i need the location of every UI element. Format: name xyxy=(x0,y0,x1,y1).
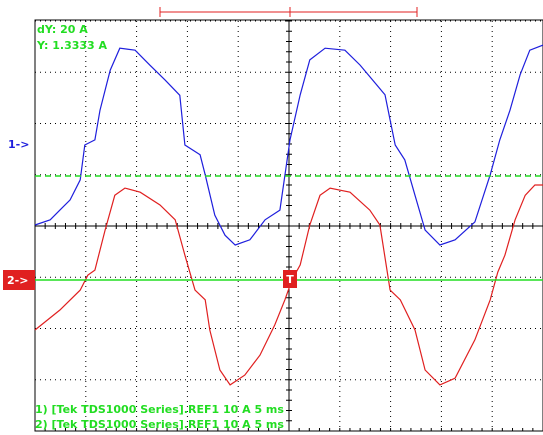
cursor-readout: Y: 1.3333 A xyxy=(36,39,108,52)
graticule xyxy=(34,19,543,432)
footer-line: 2) [Tek TDS1000 Series].REF1 10 A 5 ms xyxy=(35,418,284,431)
trigger-marker-box xyxy=(283,270,297,288)
channel-marker: 1-> xyxy=(8,138,29,151)
cursor-readout: dY: 20 A xyxy=(37,23,88,36)
trigger-marker: T xyxy=(286,273,294,286)
channel-marker-box xyxy=(3,270,35,290)
trace xyxy=(34,44,543,246)
footer-line: 1) [Tek TDS1000 Series].REF1 10 A 5 ms xyxy=(35,403,284,416)
channel-marker: 2-> xyxy=(7,274,28,287)
trigger-bracket xyxy=(159,7,418,17)
